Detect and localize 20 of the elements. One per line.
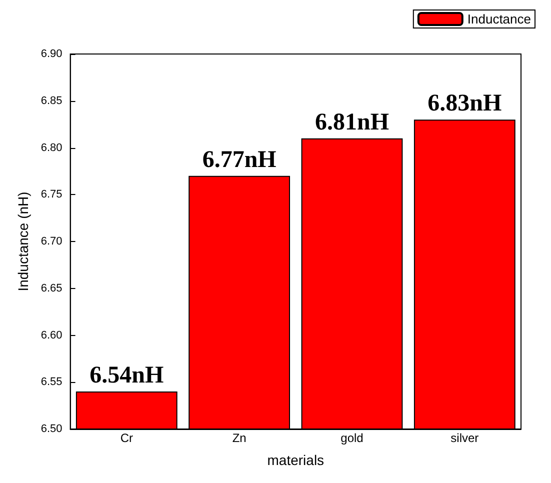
- y-tick-label: 6.60: [40, 329, 62, 342]
- y-tick-label: 6.55: [40, 376, 62, 388]
- y-axis-title: Inductance (nH): [15, 192, 31, 292]
- x-tick-label: Zn: [232, 431, 246, 445]
- data-label: 6.77nH: [202, 146, 277, 173]
- y-tick-label: 6.65: [40, 282, 62, 294]
- data-label: 6.54nH: [90, 362, 164, 388]
- x-tick-label: gold: [340, 431, 364, 445]
- data-label: 6.81nH: [314, 109, 390, 136]
- y-tick-label: 6.80: [40, 142, 62, 154]
- y-tick-label: 6.85: [40, 94, 62, 107]
- y-tick-label: 6.90: [40, 48, 62, 60]
- y-tick-label: 6.75: [40, 188, 62, 201]
- data-label: 6.83nH: [428, 90, 502, 117]
- x-tick-label: silver: [450, 431, 479, 445]
- y-tick-label: 6.70: [40, 236, 62, 248]
- x-tick-label: Cr: [120, 431, 133, 445]
- y-tick-label: 6.50: [40, 423, 62, 435]
- x-axis-title: materials: [267, 452, 324, 468]
- legend-label: Inductance: [467, 12, 532, 26]
